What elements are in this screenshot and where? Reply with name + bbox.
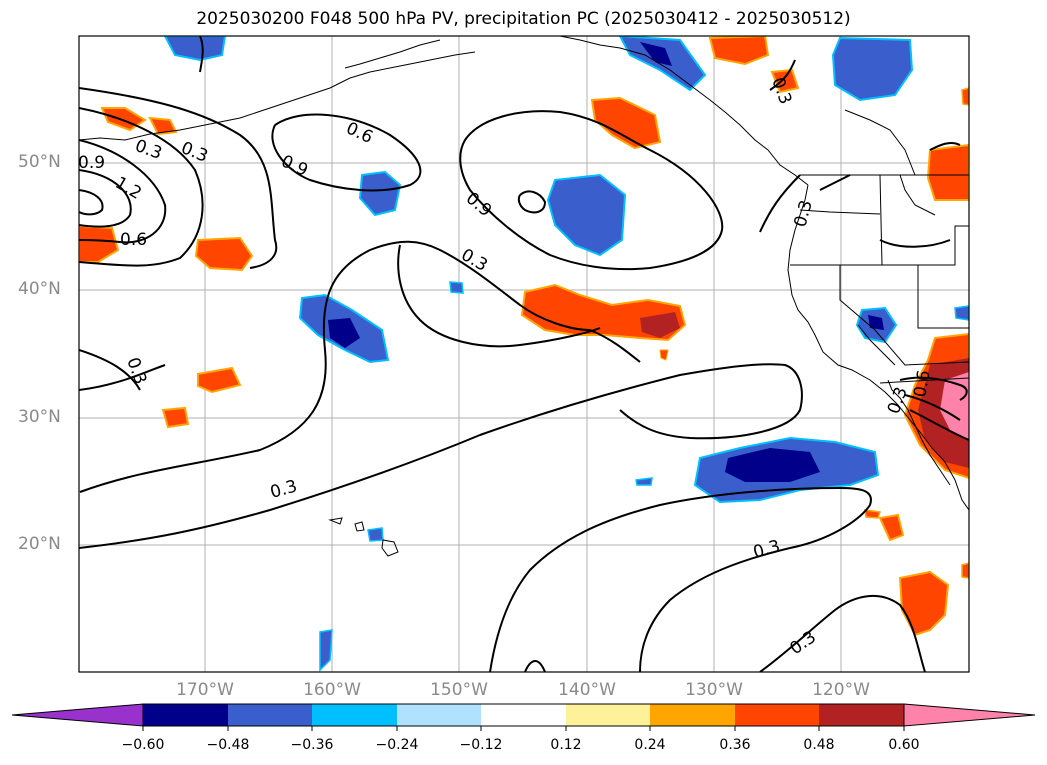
precip-neg-patch (868, 315, 884, 330)
precip-neg-patch (831, 36, 914, 102)
colorbar-extend-low (11, 703, 144, 727)
colorbar-tick-label: 0.36 (719, 737, 751, 753)
precip-pos-patch (161, 406, 190, 429)
coastlines (79, 36, 969, 557)
country-borders (790, 109, 969, 384)
precip-pos-patch (961, 562, 969, 579)
precip-neg-patch (635, 477, 653, 486)
precip-pos-patch (926, 143, 969, 201)
precip-pos-patch (898, 570, 950, 637)
precip-negative (163, 36, 969, 672)
contour-label: 0.9 (78, 153, 105, 173)
colorbar-tick-label: 0.12 (550, 737, 582, 753)
colorbar-bin (143, 704, 228, 726)
map-title: 2025030200 F048 500 hPa PV, precipitatio… (196, 9, 851, 29)
precip-neg-patch (319, 629, 333, 672)
pv-contours (79, 36, 969, 672)
colorbar-tick-label: −0.60 (121, 737, 165, 753)
colorbar-tick-label: 0.24 (634, 737, 666, 753)
colorbar-bin (819, 704, 904, 726)
colorbar-bin (312, 704, 397, 726)
colorbar (11, 703, 1036, 731)
colorbar-tick-label: −0.48 (206, 737, 250, 753)
lat-label: 40°N (18, 279, 61, 299)
precip-neg-patch (546, 173, 627, 257)
precip-neg-patch (163, 36, 227, 62)
colorbar-tick-label: −0.36 (290, 737, 334, 753)
gridlines (79, 36, 969, 672)
colorbar-tick-label: −0.12 (459, 737, 503, 753)
colorbar-bin (650, 704, 735, 726)
colorbar-tick-label: −0.24 (375, 737, 419, 753)
colorbar-bin (735, 704, 819, 726)
precip-pos-patch (148, 116, 178, 136)
colorbar-bin (566, 704, 650, 726)
precip-pos-patch (79, 224, 120, 263)
lon-label: 140°W (558, 680, 616, 700)
contour-label: 0.6 (120, 230, 147, 250)
colorbar-tick-label: 0.48 (803, 737, 835, 753)
lat-label: 30°N (18, 407, 61, 427)
precip-pos-patch (659, 349, 669, 361)
precip-neg-patch (725, 448, 820, 482)
colorbar-bin (481, 704, 566, 726)
lon-label: 170°W (176, 680, 234, 700)
lon-label: 150°W (430, 680, 488, 700)
precip-neg-patch (328, 318, 360, 348)
precip-pos-patch (864, 509, 881, 519)
precip-neg-patch (640, 42, 672, 66)
precip-pos-patch (640, 312, 680, 338)
precip-pos-patch (878, 513, 905, 542)
colorbar-extend-high (903, 703, 1036, 727)
lat-label: 20°N (18, 534, 61, 554)
precip-pos-patch (194, 236, 254, 272)
colorbar-tick-label: 0.60 (888, 737, 920, 753)
precip-pos-patch (940, 372, 969, 440)
colorbar-bin (228, 704, 312, 726)
lat-label: 50°N (18, 152, 61, 172)
lon-label: 160°W (303, 680, 361, 700)
precip-pos-patch (961, 87, 969, 106)
map-frame (79, 36, 969, 672)
precip-neg-patch (367, 527, 384, 542)
precip-neg-patch (954, 305, 969, 321)
precip-neg-patch (449, 281, 464, 294)
precip-pos-patch (197, 366, 242, 394)
precip-neg-patch (358, 170, 402, 217)
contour-label: 0.6 (910, 369, 934, 399)
colorbar-bin (397, 704, 481, 726)
lon-label: 120°W (812, 680, 870, 700)
lon-label: 130°W (685, 680, 743, 700)
